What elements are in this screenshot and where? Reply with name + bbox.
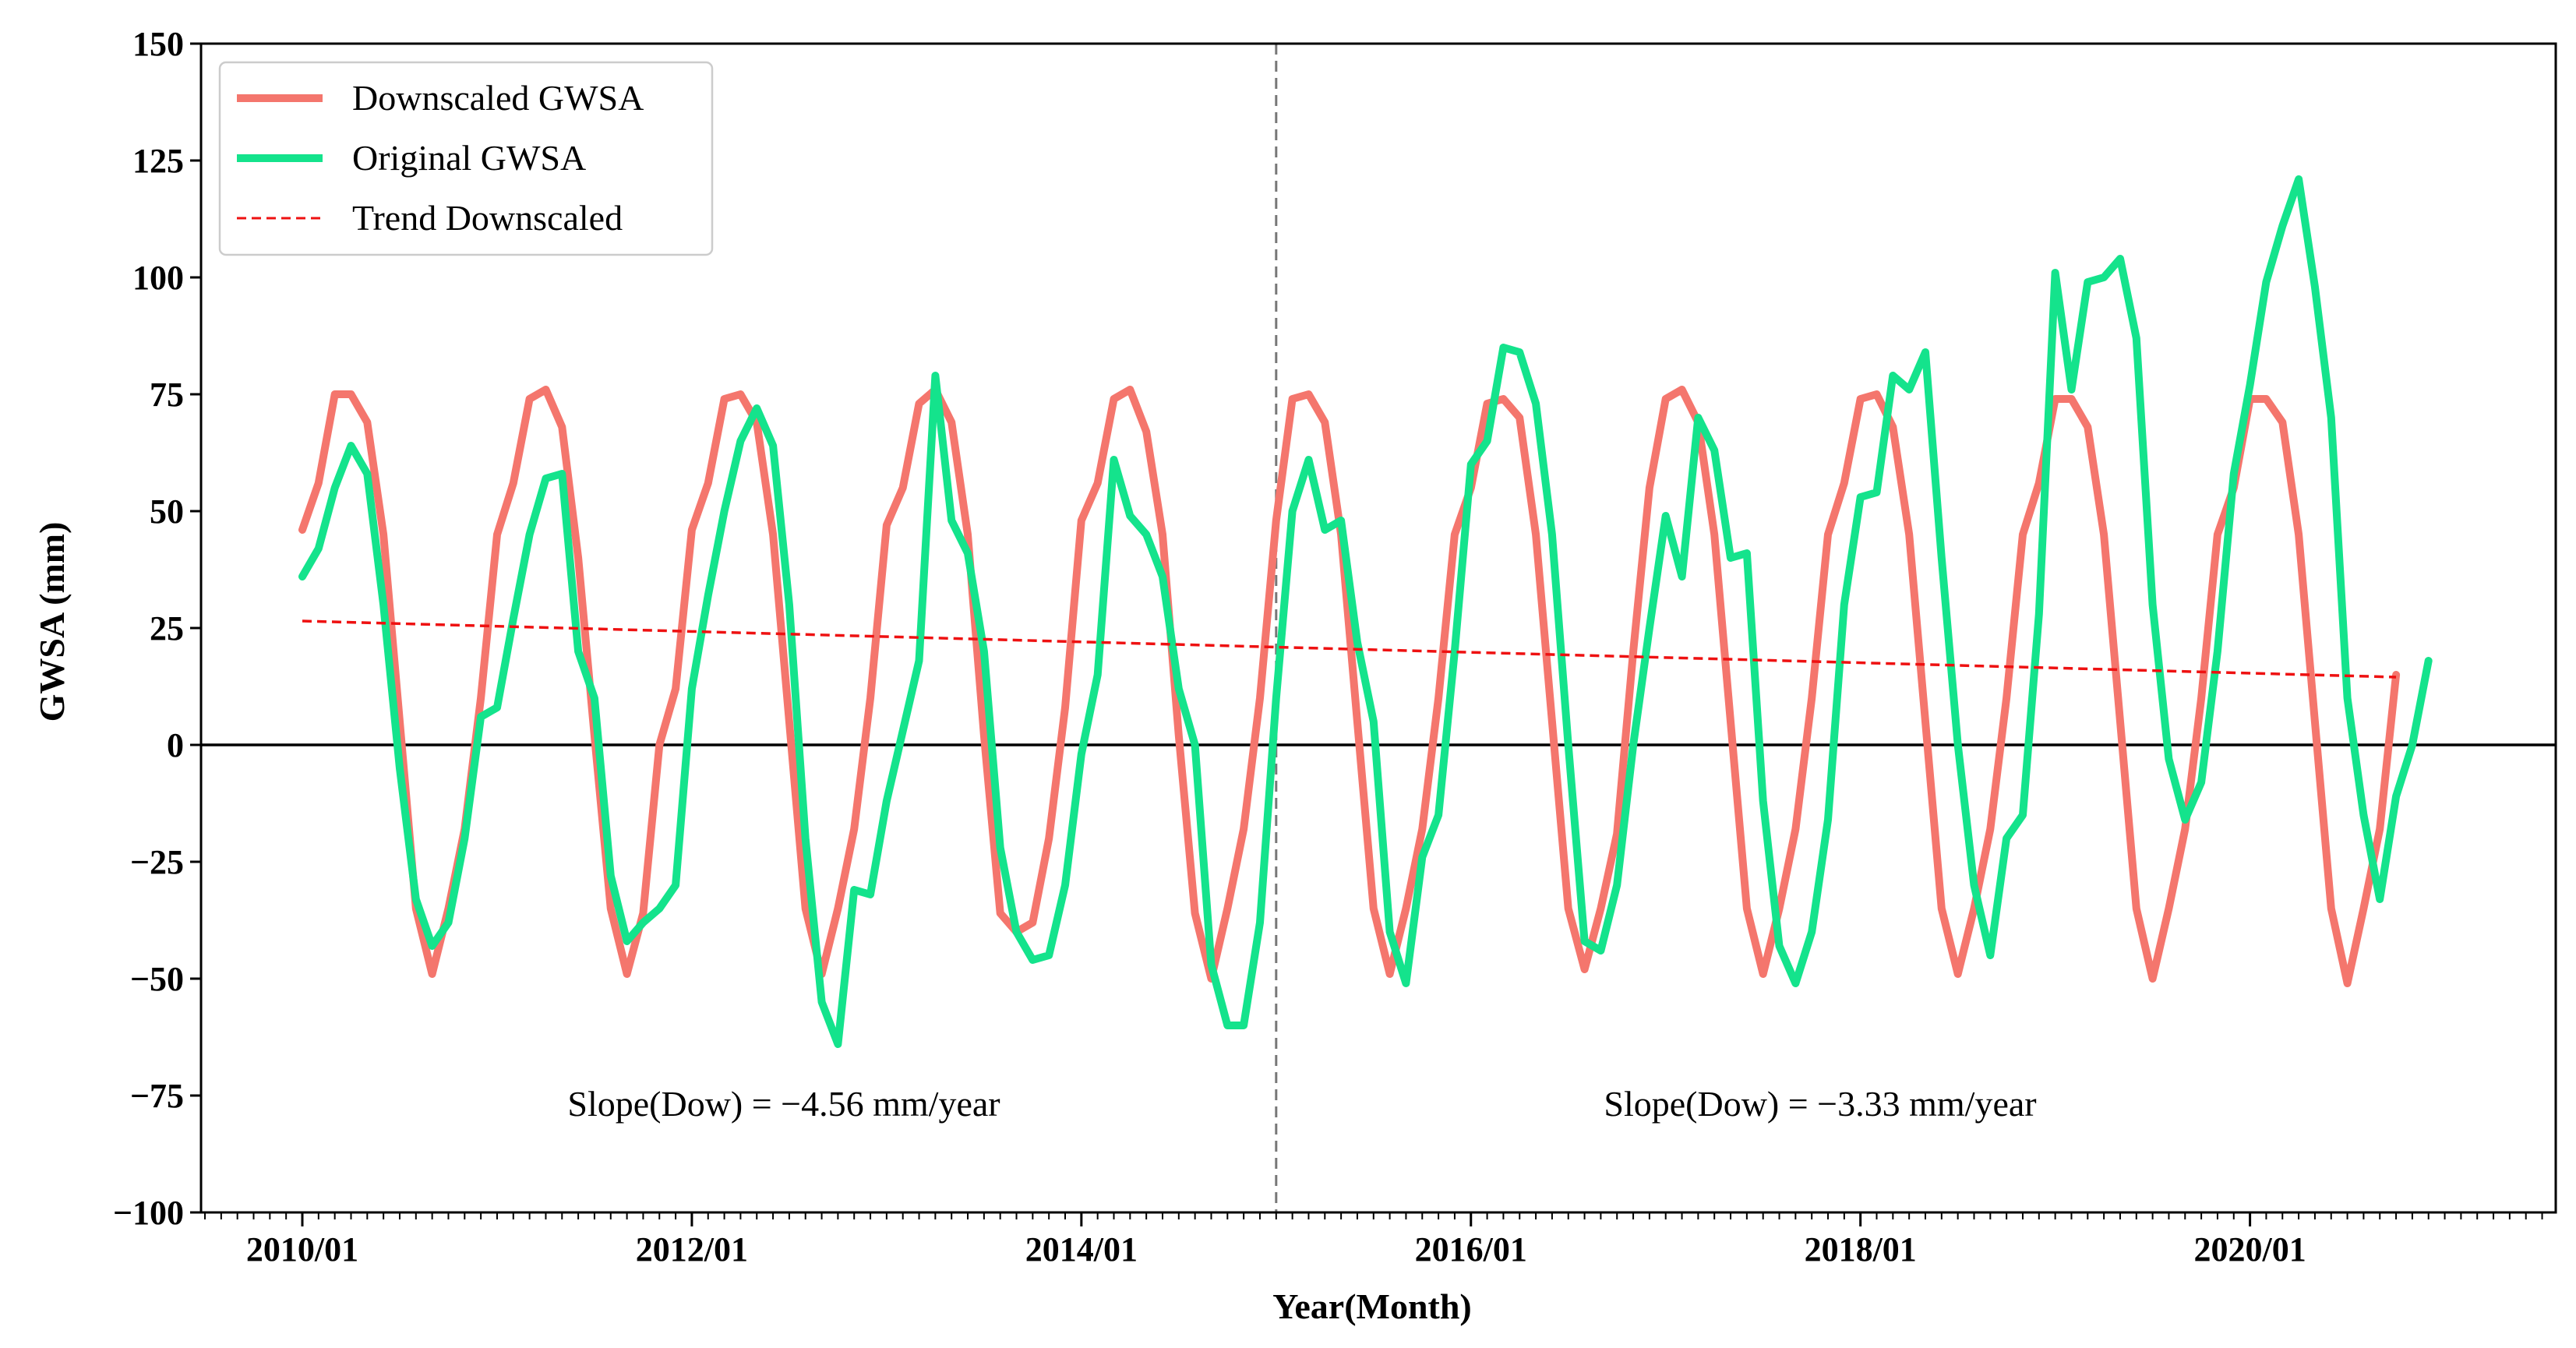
x-tick-label: 2010/01 <box>246 1230 358 1269</box>
legend-label-trend: Trend Downscaled <box>352 198 623 238</box>
y-tick-label: 150 <box>132 25 184 63</box>
x-tick-label: 2020/01 <box>2193 1230 2306 1269</box>
y-tick-label: 50 <box>150 492 184 531</box>
plot-area <box>201 44 2556 1212</box>
annotations: Slope(Dow) = −4.56 mm/year Slope(Dow) = … <box>567 1084 2036 1124</box>
y-tick-label: −100 <box>113 1194 184 1232</box>
slope-annotation-right: Slope(Dow) = −3.33 mm/year <box>1604 1084 2036 1124</box>
slope-annotation-left: Slope(Dow) = −4.56 mm/year <box>567 1084 1000 1124</box>
axes: 150 125 100 75 50 25 0 −25 −50 −75 −100 2010/01 2012… <box>113 25 2557 1269</box>
y-tick-label: 25 <box>150 609 184 648</box>
y-axis-title: GWSA (mm) <box>32 522 72 722</box>
x-tick-label: 2014/01 <box>1025 1230 1138 1269</box>
legend: Downscaled GWSA Original GWSA Trend Down… <box>218 61 714 256</box>
legend-label-downscaled: Downscaled GWSA <box>352 78 644 118</box>
y-tick-label: 0 <box>167 726 184 764</box>
series-line-original <box>298 175 2433 1048</box>
y-tick-label: −50 <box>130 960 184 998</box>
legend-label-original: Original GWSA <box>352 138 586 178</box>
y-tick-label: 100 <box>132 259 184 297</box>
x-axis-title: Year(Month) <box>1272 1286 1472 1326</box>
y-tick-label: −25 <box>130 843 184 881</box>
x-tick-label: 2018/01 <box>1805 1230 1917 1269</box>
x-tick-label: 2012/01 <box>636 1230 748 1269</box>
legend-box <box>218 61 714 256</box>
series-line-trend <box>302 619 2397 679</box>
y-tick-label: −75 <box>130 1077 184 1115</box>
y-tick-label: 125 <box>132 142 184 180</box>
x-tick-label: 2016/01 <box>1415 1230 1527 1269</box>
y-tick-label: 75 <box>150 376 184 414</box>
